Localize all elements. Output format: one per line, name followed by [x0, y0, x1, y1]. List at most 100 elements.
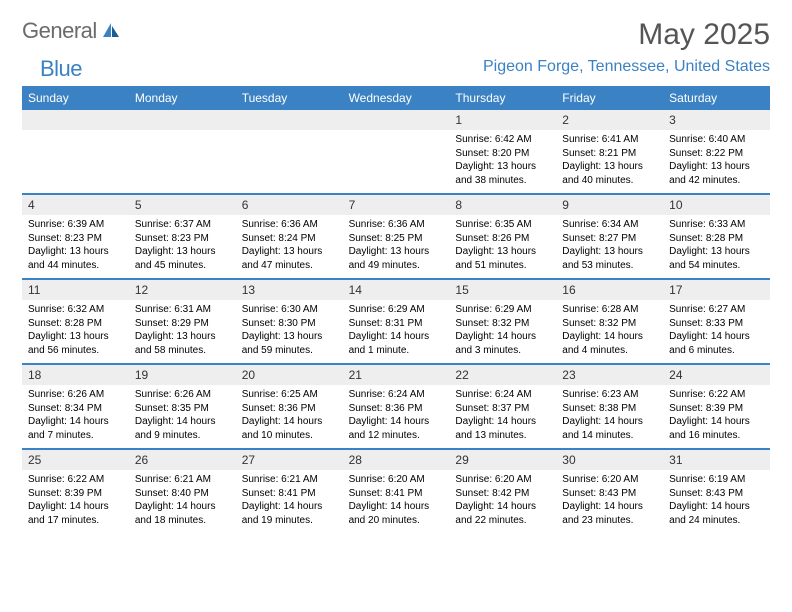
- day-cell: Sunrise: 6:33 AMSunset: 8:28 PMDaylight:…: [663, 215, 770, 278]
- day-day1: Daylight: 13 hours: [242, 245, 337, 259]
- day-day1: Daylight: 13 hours: [135, 330, 230, 344]
- day-day1: Daylight: 13 hours: [669, 160, 764, 174]
- day-sunrise: Sunrise: 6:20 AM: [349, 473, 444, 487]
- weekday-header: Tuesday: [236, 86, 343, 110]
- day-sunset: Sunset: 8:23 PM: [135, 232, 230, 246]
- day-cell: Sunrise: 6:22 AMSunset: 8:39 PMDaylight:…: [663, 385, 770, 448]
- day-day1: Daylight: 14 hours: [349, 415, 444, 429]
- day-sunset: Sunset: 8:33 PM: [669, 317, 764, 331]
- day-sunrise: Sunrise: 6:33 AM: [669, 218, 764, 232]
- day-sunset: Sunset: 8:35 PM: [135, 402, 230, 416]
- day-day1: Daylight: 13 hours: [455, 160, 550, 174]
- day-day2: and 23 minutes.: [562, 514, 657, 528]
- day-day2: and 1 minute.: [349, 344, 444, 358]
- day-day1: Daylight: 13 hours: [669, 245, 764, 259]
- day-cell: Sunrise: 6:36 AMSunset: 8:25 PMDaylight:…: [343, 215, 450, 278]
- logo-sail-icon: [101, 21, 121, 44]
- day-day2: and 40 minutes.: [562, 174, 657, 188]
- day-day2: and 42 minutes.: [669, 174, 764, 188]
- day-day2: and 24 minutes.: [669, 514, 764, 528]
- day-day2: and 45 minutes.: [135, 259, 230, 273]
- logo-text-blue: Blue: [40, 56, 82, 82]
- day-number: 9: [556, 195, 663, 215]
- day-day2: and 6 minutes.: [669, 344, 764, 358]
- day-cell: Sunrise: 6:20 AMSunset: 8:43 PMDaylight:…: [556, 470, 663, 533]
- day-day1: Daylight: 14 hours: [242, 415, 337, 429]
- day-sunrise: Sunrise: 6:24 AM: [455, 388, 550, 402]
- day-number: 25: [22, 450, 129, 470]
- day-day2: and 3 minutes.: [455, 344, 550, 358]
- day-cell: Sunrise: 6:19 AMSunset: 8:43 PMDaylight:…: [663, 470, 770, 533]
- day-day1: Daylight: 13 hours: [562, 245, 657, 259]
- day-sunrise: Sunrise: 6:32 AM: [28, 303, 123, 317]
- day-sunset: Sunset: 8:39 PM: [669, 402, 764, 416]
- day-number: [343, 110, 450, 130]
- day-cell: Sunrise: 6:34 AMSunset: 8:27 PMDaylight:…: [556, 215, 663, 278]
- day-sunset: Sunset: 8:22 PM: [669, 147, 764, 161]
- day-day1: Daylight: 13 hours: [562, 160, 657, 174]
- day-number: 12: [129, 280, 236, 300]
- day-cell: Sunrise: 6:26 AMSunset: 8:35 PMDaylight:…: [129, 385, 236, 448]
- day-sunrise: Sunrise: 6:35 AM: [455, 218, 550, 232]
- day-day1: Daylight: 14 hours: [242, 500, 337, 514]
- day-day2: and 10 minutes.: [242, 429, 337, 443]
- weekday-header: Monday: [129, 86, 236, 110]
- day-sunset: Sunset: 8:34 PM: [28, 402, 123, 416]
- day-number: 30: [556, 450, 663, 470]
- day-cell: Sunrise: 6:29 AMSunset: 8:32 PMDaylight:…: [449, 300, 556, 363]
- day-cell: Sunrise: 6:21 AMSunset: 8:41 PMDaylight:…: [236, 470, 343, 533]
- day-day2: and 54 minutes.: [669, 259, 764, 273]
- day-day1: Daylight: 13 hours: [455, 245, 550, 259]
- day-number-row: 18192021222324: [22, 364, 770, 385]
- day-number: 23: [556, 365, 663, 385]
- day-sunrise: Sunrise: 6:22 AM: [28, 473, 123, 487]
- day-cell: [129, 130, 236, 193]
- day-day2: and 17 minutes.: [28, 514, 123, 528]
- day-number: 28: [343, 450, 450, 470]
- day-day2: and 14 minutes.: [562, 429, 657, 443]
- week-row: Sunrise: 6:26 AMSunset: 8:34 PMDaylight:…: [22, 385, 770, 449]
- day-sunrise: Sunrise: 6:40 AM: [669, 133, 764, 147]
- day-sunset: Sunset: 8:20 PM: [455, 147, 550, 161]
- day-day1: Daylight: 14 hours: [562, 415, 657, 429]
- day-day1: Daylight: 14 hours: [455, 415, 550, 429]
- day-day1: Daylight: 13 hours: [349, 245, 444, 259]
- day-cell: Sunrise: 6:28 AMSunset: 8:32 PMDaylight:…: [556, 300, 663, 363]
- day-sunset: Sunset: 8:24 PM: [242, 232, 337, 246]
- location-text: Pigeon Forge, Tennessee, United States: [483, 58, 770, 76]
- logo-text-general: General: [22, 18, 97, 44]
- day-number: 19: [129, 365, 236, 385]
- day-sunrise: Sunrise: 6:23 AM: [562, 388, 657, 402]
- day-sunrise: Sunrise: 6:36 AM: [242, 218, 337, 232]
- day-sunrise: Sunrise: 6:31 AM: [135, 303, 230, 317]
- day-day2: and 53 minutes.: [562, 259, 657, 273]
- day-day1: Daylight: 14 hours: [28, 415, 123, 429]
- day-number: 31: [663, 450, 770, 470]
- day-day2: and 56 minutes.: [28, 344, 123, 358]
- day-number: 4: [22, 195, 129, 215]
- day-day1: Daylight: 14 hours: [669, 415, 764, 429]
- day-sunrise: Sunrise: 6:28 AM: [562, 303, 657, 317]
- day-day1: Daylight: 14 hours: [455, 500, 550, 514]
- weekday-header: Thursday: [449, 86, 556, 110]
- day-number: 5: [129, 195, 236, 215]
- day-sunrise: Sunrise: 6:29 AM: [455, 303, 550, 317]
- day-day2: and 9 minutes.: [135, 429, 230, 443]
- day-sunset: Sunset: 8:40 PM: [135, 487, 230, 501]
- weekday-header: Sunday: [22, 86, 129, 110]
- day-sunrise: Sunrise: 6:34 AM: [562, 218, 657, 232]
- day-cell: Sunrise: 6:21 AMSunset: 8:40 PMDaylight:…: [129, 470, 236, 533]
- day-sunset: Sunset: 8:26 PM: [455, 232, 550, 246]
- day-day2: and 22 minutes.: [455, 514, 550, 528]
- day-number: 3: [663, 110, 770, 130]
- day-number: 7: [343, 195, 450, 215]
- title-block: May 2025 Pigeon Forge, Tennessee, United…: [483, 18, 770, 76]
- weekday-header: Saturday: [663, 86, 770, 110]
- day-cell: Sunrise: 6:31 AMSunset: 8:29 PMDaylight:…: [129, 300, 236, 363]
- day-day1: Daylight: 14 hours: [562, 500, 657, 514]
- day-number: [129, 110, 236, 130]
- day-cell: [343, 130, 450, 193]
- day-number: 1: [449, 110, 556, 130]
- week-row: Sunrise: 6:42 AMSunset: 8:20 PMDaylight:…: [22, 130, 770, 194]
- day-number: 22: [449, 365, 556, 385]
